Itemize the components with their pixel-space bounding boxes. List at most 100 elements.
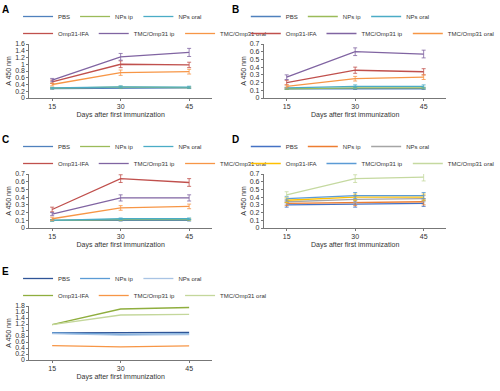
svg-text:A 450 nm: A 450 nm: [5, 56, 12, 86]
svg-text:TMC/Omp31 oral: TMC/Omp31 oral: [448, 31, 494, 37]
svg-text:0.2: 0.2: [15, 209, 25, 216]
svg-text:1.2: 1.2: [15, 320, 25, 327]
svg-text:45: 45: [185, 233, 193, 240]
svg-text:0.6: 0.6: [250, 48, 260, 55]
svg-text:15: 15: [48, 365, 56, 372]
svg-text:1.2: 1.2: [15, 54, 25, 61]
svg-text:45: 45: [185, 365, 193, 372]
svg-text:0.4: 0.4: [15, 194, 25, 201]
svg-text:0: 0: [21, 224, 25, 231]
svg-text:PBS: PBS: [58, 276, 70, 282]
svg-text:0.5: 0.5: [15, 186, 25, 193]
svg-text:0.5: 0.5: [250, 56, 260, 63]
svg-text:PBS: PBS: [58, 14, 70, 20]
svg-text:0.2: 0.2: [15, 88, 25, 95]
svg-text:45: 45: [185, 103, 193, 110]
svg-text:D: D: [232, 134, 239, 145]
svg-text:15: 15: [283, 103, 291, 110]
svg-text:Days after first immunization: Days after first immunization: [76, 111, 164, 119]
svg-text:C: C: [2, 134, 9, 145]
svg-text:15: 15: [283, 233, 291, 240]
svg-text:0.2: 0.2: [250, 79, 260, 86]
svg-text:TMC/Omp31 ip: TMC/Omp31 ip: [134, 161, 175, 167]
svg-text:NPs ip: NPs ip: [115, 14, 133, 20]
svg-text:TMC/Omp31 ip: TMC/Omp31 ip: [134, 293, 175, 299]
svg-text:0.2: 0.2: [250, 209, 260, 216]
svg-text:Omp31-IFA: Omp31-IFA: [58, 31, 89, 37]
svg-text:0.4: 0.4: [15, 81, 25, 88]
svg-text:15: 15: [48, 103, 56, 110]
svg-text:0.3: 0.3: [15, 201, 25, 208]
svg-text:Days after first immunization: Days after first immunization: [311, 241, 399, 249]
svg-text:0.1: 0.1: [15, 217, 25, 224]
svg-text:0.4: 0.4: [250, 194, 260, 201]
svg-text:PBS: PBS: [58, 144, 70, 150]
svg-text:A 450 nm: A 450 nm: [5, 186, 12, 216]
svg-text:0.1: 0.1: [250, 87, 260, 94]
svg-text:NPs oral: NPs oral: [406, 14, 429, 20]
svg-text:0.1: 0.1: [250, 217, 260, 224]
svg-text:0.6: 0.6: [15, 74, 25, 81]
svg-text:0: 0: [21, 94, 25, 101]
svg-text:A: A: [2, 4, 9, 15]
svg-text:Omp31-IFA: Omp31-IFA: [286, 31, 317, 37]
svg-text:NPs ip: NPs ip: [115, 144, 133, 150]
svg-text:1: 1: [21, 61, 25, 68]
svg-text:0.7: 0.7: [250, 170, 260, 177]
svg-text:1.8: 1.8: [15, 302, 25, 309]
svg-text:NPs ip: NPs ip: [343, 144, 361, 150]
svg-text:1.4: 1.4: [15, 314, 25, 321]
svg-text:Days after first immunization: Days after first immunization: [76, 241, 164, 249]
svg-text:0.8: 0.8: [15, 332, 25, 339]
svg-text:Omp31-IFA: Omp31-IFA: [58, 293, 89, 299]
svg-text:30: 30: [351, 233, 359, 240]
svg-text:45: 45: [420, 233, 428, 240]
svg-text:Omp31-IFA: Omp31-IFA: [286, 161, 317, 167]
svg-text:0.3: 0.3: [250, 201, 260, 208]
svg-text:1.6: 1.6: [15, 308, 25, 315]
svg-text:0.6: 0.6: [15, 338, 25, 345]
svg-text:0.4: 0.4: [15, 344, 25, 351]
svg-text:NPs oral: NPs oral: [178, 14, 201, 20]
svg-text:0.6: 0.6: [15, 178, 25, 185]
svg-text:0.3: 0.3: [250, 71, 260, 78]
svg-text:0.7: 0.7: [15, 170, 25, 177]
svg-text:NPs oral: NPs oral: [178, 276, 201, 282]
svg-text:TMC/Omp31 ip: TMC/Omp31 ip: [361, 161, 402, 167]
svg-text:0: 0: [21, 356, 25, 363]
svg-text:TMC/Omp31 ip: TMC/Omp31 ip: [361, 31, 402, 37]
svg-text:B: B: [232, 4, 239, 15]
svg-text:45: 45: [420, 103, 428, 110]
svg-text:TMC/Omp31 ip: TMC/Omp31 ip: [134, 31, 175, 37]
svg-text:1.4: 1.4: [15, 47, 25, 54]
svg-text:TMC/Omp31 oral: TMC/Omp31 oral: [448, 161, 494, 167]
svg-text:TMC/Omp31 oral: TMC/Omp31 oral: [220, 293, 266, 299]
svg-text:A 450 nm: A 450 nm: [240, 56, 247, 86]
svg-text:Days after first immunization: Days after first immunization: [311, 111, 399, 119]
svg-text:NPs oral: NPs oral: [406, 144, 429, 150]
svg-text:PBS: PBS: [286, 144, 298, 150]
svg-text:0: 0: [256, 224, 260, 231]
svg-text:E: E: [2, 266, 9, 277]
svg-text:0.5: 0.5: [250, 186, 260, 193]
svg-text:1: 1: [21, 326, 25, 333]
svg-text:0.4: 0.4: [250, 64, 260, 71]
svg-text:15: 15: [48, 233, 56, 240]
svg-text:PBS: PBS: [286, 14, 298, 20]
svg-text:0.8: 0.8: [15, 67, 25, 74]
svg-text:0: 0: [256, 94, 260, 101]
svg-text:NPs ip: NPs ip: [115, 276, 133, 282]
svg-text:0.2: 0.2: [15, 350, 25, 357]
svg-text:A 450 nm: A 450 nm: [5, 318, 12, 348]
svg-text:30: 30: [117, 365, 125, 372]
svg-text:A 450 nm: A 450 nm: [240, 186, 247, 216]
svg-text:1.6: 1.6: [15, 40, 25, 47]
svg-text:30: 30: [351, 103, 359, 110]
svg-text:NPs ip: NPs ip: [343, 14, 361, 20]
svg-text:0.7: 0.7: [250, 40, 260, 47]
svg-text:30: 30: [117, 103, 125, 110]
svg-text:Omp31-IFA: Omp31-IFA: [58, 161, 89, 167]
svg-text:0.6: 0.6: [250, 178, 260, 185]
svg-text:Days after first immunization: Days after first immunization: [76, 373, 164, 381]
svg-text:NPs oral: NPs oral: [178, 144, 201, 150]
